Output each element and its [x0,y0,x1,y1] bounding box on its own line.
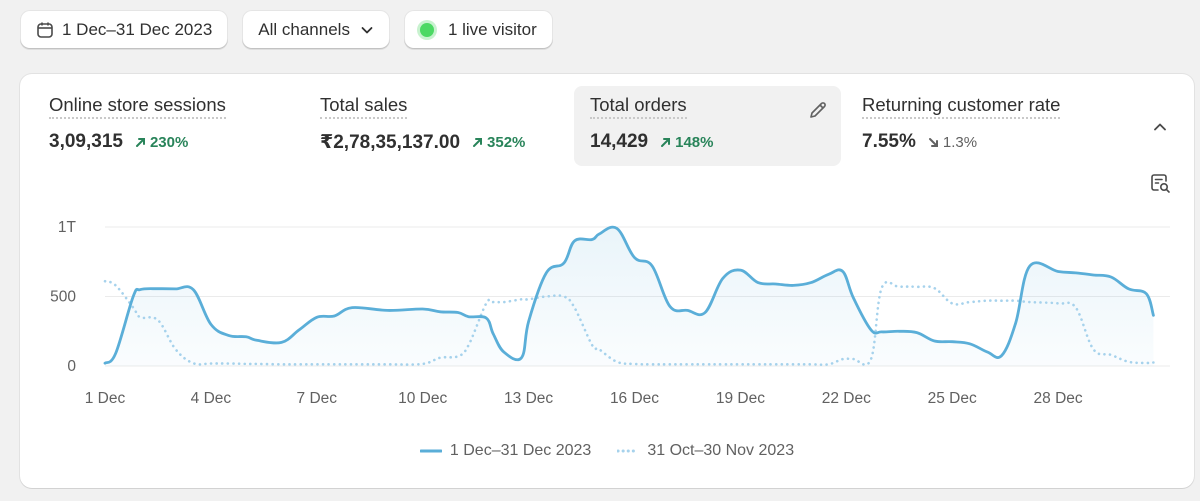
metric-delta: 352% [472,134,525,151]
metric-title: Total orders [590,94,687,119]
metric-delta: 230% [135,134,188,151]
legend-item-current[interactable]: 1 Dec–31 Dec 2023 [419,442,592,460]
x-tick-label: 10 Dec [398,390,447,407]
pencil-icon[interactable] [806,98,830,122]
series-line-current [103,225,1155,365]
series-line-previous [103,279,1155,367]
metric-total-orders[interactable]: Total orders 14,429 148% [574,86,841,166]
x-tick-label: 16 Dec [610,390,659,407]
x-tick-label: 13 Dec [504,390,553,407]
chart-legend: 1 Dec–31 Dec 2023 31 Oct–30 Nov 2023 [20,442,1194,460]
legend-label: 1 Dec–31 Dec 2023 [449,442,592,459]
x-tick-label: 19 Dec [716,390,765,407]
x-tick-label: 25 Dec [928,390,977,407]
channel-label: All channels [258,19,350,39]
dotted-line-swatch [617,449,640,453]
y-tick-label: 1T [58,219,77,236]
metric-title: Returning customer rate [862,94,1061,119]
chevron-up-icon[interactable] [1147,114,1173,140]
chevron-down-icon [360,23,374,37]
metric-title: Online store sessions [49,94,226,119]
metric-delta-value: 230% [149,133,189,151]
metric-returning-customer-rate[interactable]: Returning customer rate 7.55% 1.3% [846,86,1116,166]
metric-delta: 1.3% [928,134,977,151]
x-tick-label: 28 Dec [1034,390,1083,407]
legend-label: 31 Oct–30 Nov 2023 [647,442,795,459]
toolbar: 1 Dec–31 Dec 2023 All channels 1 live vi… [20,10,553,49]
metric-online-store-sessions[interactable]: Online store sessions 3,09,315 230% [33,86,283,166]
arrow-down-right-icon [928,137,938,147]
arrow-up-right-icon [661,137,671,147]
metric-delta: 148% [660,133,714,151]
metric-value: 14,429 [590,131,649,152]
metric-value: ₹2,78,35,137.00 [320,132,461,153]
metric-delta-value: 148% [675,133,714,151]
date-range-label: 1 Dec–31 Dec 2023 [62,19,213,39]
metric-value: 7.55% [862,131,916,152]
solid-line-swatch [419,449,442,453]
live-visitor-button[interactable]: 1 live visitor [403,10,553,49]
x-tick-label: 22 Dec [822,390,871,407]
live-visitor-label: 1 live visitor [447,19,537,39]
date-range-button[interactable]: 1 Dec–31 Dec 2023 [20,10,229,49]
series-area-current [105,227,1154,366]
arrow-up-right-icon [473,138,483,147]
y-tick-label: 500 [50,289,76,306]
y-tick-label: 0 [67,358,76,375]
metric-value: 3,09,315 [49,131,123,152]
x-tick-label: 7 Dec [297,390,338,407]
analytics-card: Online store sessions 3,09,315 230% Tota… [20,74,1194,488]
search-report-icon[interactable] [1146,169,1174,197]
metric-title: Total sales [320,94,408,119]
channel-select[interactable]: All channels [242,10,390,49]
x-tick-label: 4 Dec [191,390,232,407]
arrow-up-right-icon [135,137,145,147]
metric-delta-value: 1.3% [942,133,978,151]
live-status-dot [419,22,434,37]
metric-total-sales[interactable]: Total sales ₹2,78,35,137.00 352% [304,86,559,166]
orders-line-chart: 0 500 1T 1 Dec 4 Dec 7 Dec 10 Dec 13 Dec 16 Dec… [50,219,1170,407]
metric-delta-value: 352% [487,134,526,151]
legend-item-previous[interactable]: 31 Oct–30 Nov 2023 [617,442,794,460]
x-tick-label: 1 Dec [85,390,126,407]
calendar-icon [36,21,54,39]
